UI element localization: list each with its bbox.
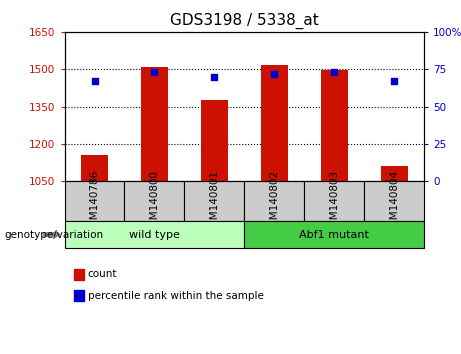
Point xyxy=(390,78,398,84)
Point xyxy=(91,78,98,84)
Text: percentile rank within the sample: percentile rank within the sample xyxy=(88,291,264,301)
FancyBboxPatch shape xyxy=(244,181,304,221)
Text: GSM140803: GSM140803 xyxy=(329,170,339,233)
Bar xyxy=(261,65,288,181)
Text: GSM140800: GSM140800 xyxy=(149,170,160,233)
Bar xyxy=(81,155,108,181)
FancyBboxPatch shape xyxy=(65,181,124,221)
FancyBboxPatch shape xyxy=(364,181,424,221)
Text: count: count xyxy=(88,269,117,279)
Bar xyxy=(321,70,348,181)
Point xyxy=(331,69,338,75)
FancyBboxPatch shape xyxy=(65,221,244,248)
Text: GSM140786: GSM140786 xyxy=(89,170,100,233)
Title: GDS3198 / 5338_at: GDS3198 / 5338_at xyxy=(170,13,319,29)
Point xyxy=(271,71,278,76)
Text: GSM140804: GSM140804 xyxy=(389,170,399,233)
FancyBboxPatch shape xyxy=(304,181,364,221)
Text: GSM140802: GSM140802 xyxy=(269,170,279,233)
Text: GSM140801: GSM140801 xyxy=(209,170,219,233)
Bar xyxy=(201,101,228,181)
Bar xyxy=(381,166,408,181)
Text: wild type: wild type xyxy=(129,229,180,240)
Text: genotype/variation: genotype/variation xyxy=(5,229,104,240)
Bar xyxy=(141,67,168,181)
Text: Abf1 mutant: Abf1 mutant xyxy=(299,229,369,240)
FancyBboxPatch shape xyxy=(244,221,424,248)
FancyBboxPatch shape xyxy=(124,181,184,221)
Point xyxy=(211,74,218,80)
Point xyxy=(151,69,158,75)
FancyBboxPatch shape xyxy=(184,181,244,221)
